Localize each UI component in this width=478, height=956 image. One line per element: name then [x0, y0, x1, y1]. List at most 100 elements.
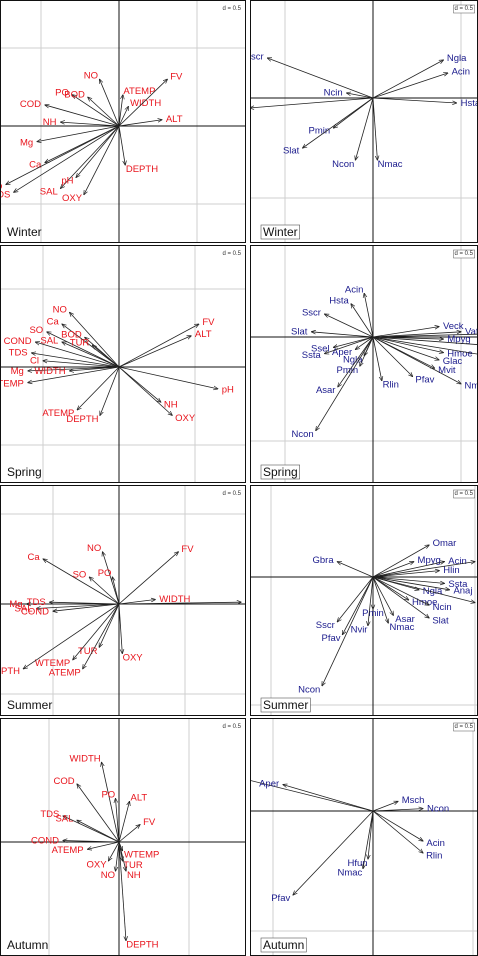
arrow-rlin	[373, 337, 382, 381]
biplot-svg: d = 0.5SscrNcinPfavPminSlatNconNmacNglaA…	[251, 1, 477, 242]
arrow-ngla	[373, 60, 443, 98]
arrow-pfav	[251, 98, 373, 108]
arrow-alt	[119, 801, 130, 842]
vector-label-so: SO	[73, 569, 87, 580]
season-label: Autumn	[263, 938, 304, 952]
vector-label-ca: Ca	[28, 552, 41, 563]
vector-label-po: PO	[98, 568, 112, 579]
vector-label-oxy: OXY	[62, 193, 83, 204]
season-label: Winter	[263, 225, 298, 239]
arrow-oxy	[84, 126, 119, 195]
vector-label-nh: NH	[164, 400, 178, 411]
vector-label-hsta: Hsta	[461, 98, 477, 109]
arrow-rlin	[373, 811, 423, 853]
vector-label-ca: Ca	[47, 317, 60, 328]
vector-label-msch: Msch	[402, 795, 425, 806]
origin-axes	[1, 1, 245, 242]
scale-label: d = 0.5	[222, 251, 241, 257]
vector-label-ncin: Ncin	[324, 87, 343, 98]
biplot-svg: d = 0.5SscrAperMschNconAcinRlinHfunNmacP…	[251, 719, 477, 955]
vector-label-slat: Slat	[291, 326, 308, 337]
vector-label-ph: pH	[222, 385, 234, 396]
vector-label-ncon: Ncon	[427, 803, 449, 814]
grid-lines	[1, 1, 245, 242]
grid-lines	[251, 1, 477, 242]
arrow-alt	[119, 120, 162, 126]
vector-label-ncon: Ncon	[332, 159, 354, 170]
vector-label-ncin: Ncin	[433, 602, 452, 613]
scale-label: d = 0.5	[222, 6, 241, 12]
vector-label-wtemp: WTEMP	[124, 849, 159, 860]
vector-label-pfav: Pfav	[415, 374, 434, 385]
vector-label-nmac: Nmac	[338, 868, 363, 879]
vector-label-ncon: Ncon	[292, 429, 314, 440]
vector-label-slat: Slat	[283, 145, 300, 156]
vector-label-aper: Aper	[259, 778, 279, 789]
vector-label-no: NO	[84, 71, 98, 82]
arrow-po	[112, 577, 119, 604]
vector-label-hsta: Hsta	[329, 295, 349, 306]
vector-label-oxy: OXY	[123, 652, 144, 663]
biplot-svg: d = 0.5CaNOSOPOFVMgTDSSALCONDWIDTHpHTURO…	[1, 486, 245, 715]
vector-label-fv: FV	[181, 544, 194, 555]
biplot-panel-spring-species: d = 0.5 Acin Hsta Sscr Slat Ssel Aper Ssta Ngla P…	[250, 245, 478, 483]
biplot-svg: d = 0.5AcinHstaSscrSlatSsel AperSsta NglaP…	[251, 246, 477, 482]
arrow-no	[100, 79, 120, 126]
vector-label-no: NO	[101, 870, 115, 881]
vector-label-slat: Slat	[432, 615, 449, 626]
vector-label-rlin: Rlin	[383, 380, 399, 391]
vector-label-sscr: Sscr	[302, 307, 321, 318]
vector-label-cod: COD	[20, 99, 41, 110]
vector-label-no: NO	[87, 543, 101, 554]
vector-label-cod: COD	[54, 776, 75, 787]
vector-label-oxy: OXY	[86, 859, 107, 870]
vector-label-omar: Omar	[433, 538, 457, 549]
vector-label-ngla: Ngla	[343, 354, 363, 365]
arrow-hsta	[373, 98, 457, 103]
biplot-panel-summer-env: d = 0.5CaNOSOPOFVMgTDSSALCONDWIDTHpHTURO…	[0, 485, 246, 716]
biplot-panel-winter-species: d = 0.5SscrNcinPfavPminSlatNconNmacNglaA…	[250, 0, 478, 243]
arrow-nmac	[373, 98, 377, 160]
arrow-glac	[373, 337, 439, 360]
arrow-ca	[43, 559, 119, 604]
vector-label-hlin: Hlin	[443, 565, 459, 576]
origin-axes	[251, 486, 477, 715]
biplot-panel-winter-env: d = 0.5NOPOBODCODNHATEMPWIDTHFVALTMgCaCO…	[0, 0, 246, 243]
vector-label-fv: FV	[143, 817, 156, 828]
vector-label-po: PO	[101, 790, 115, 801]
vector-label-pfav: Pfav	[271, 893, 290, 904]
vector-label-tur: TUR	[70, 338, 90, 349]
arrow-ph	[119, 367, 218, 389]
vector-label-ph: pH	[61, 176, 73, 187]
vector-label-nh: NH	[43, 117, 57, 128]
vector-label-acin: Acin	[345, 284, 363, 295]
season-label: Summer	[263, 698, 308, 712]
vector-label-ssta: Ssta	[302, 350, 322, 361]
arrow-sal	[77, 820, 119, 842]
arrow-ncin	[347, 93, 373, 98]
vector-label-fv: FV	[202, 317, 215, 328]
vector-label-asar: Asar	[316, 385, 336, 396]
arrow-gbra	[337, 562, 373, 577]
vector-label-fv: FV	[170, 71, 183, 82]
vector-label-depth: DEPTH	[126, 940, 158, 951]
arrow-atemp	[88, 842, 120, 849]
vector-label-depth: DEPTH	[126, 164, 158, 175]
arrow-aper	[283, 785, 373, 811]
biplot-panel-autumn-env: d = 0.5 WIDTH COD PO ALT TDS SAL FV COND ATEMP WTE…	[0, 718, 246, 956]
vector-label-width: WIDTH	[130, 98, 161, 109]
vector-label-alt: ALT	[195, 329, 212, 340]
vector-label-ngla: Ngla	[447, 53, 467, 64]
scale-label: d = 0.5	[222, 724, 241, 730]
vector-label-ngla: Ngla	[423, 586, 443, 597]
vector-label-acin: Acin	[426, 838, 444, 849]
vector-label-alt: ALT	[166, 114, 183, 125]
vector-label-wtemp: WTEMP	[1, 378, 24, 389]
arrow-sscr	[267, 58, 373, 98]
vector-label-nvir: Nvir	[351, 625, 368, 636]
vector-label-acin: Acin	[452, 67, 470, 78]
vector-label-nh: NH	[127, 870, 141, 881]
vector-label-rlin: Rlin	[426, 851, 442, 862]
vector-label-bod: BOD	[64, 89, 85, 100]
